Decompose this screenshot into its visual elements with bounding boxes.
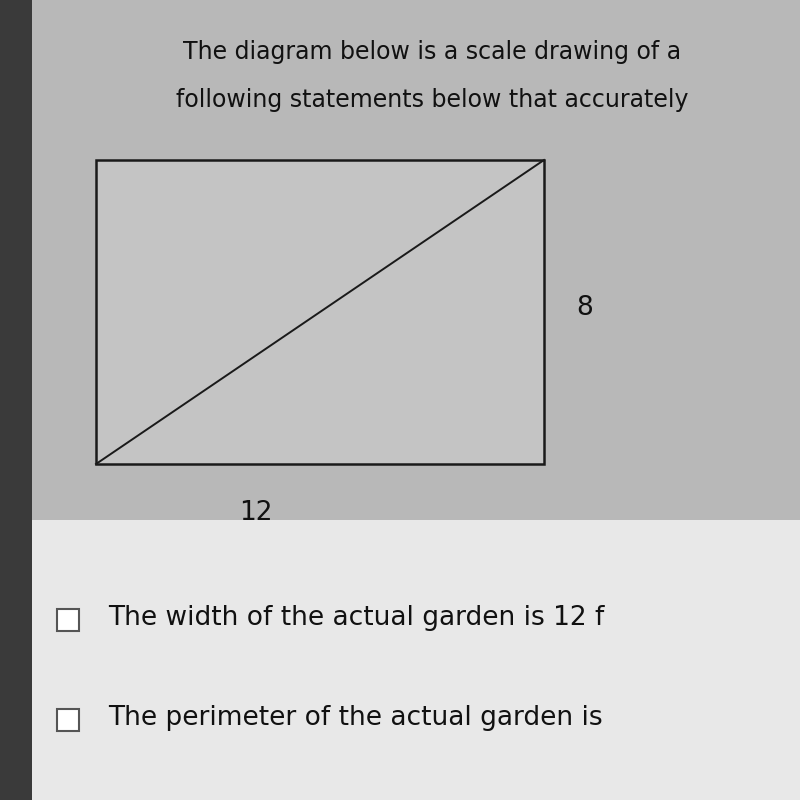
- Bar: [57, 709, 79, 731]
- Text: The width of the actual garden is 12 f: The width of the actual garden is 12 f: [108, 605, 604, 630]
- FancyBboxPatch shape: [0, 0, 800, 520]
- Bar: [96, 160, 544, 464]
- Text: 8: 8: [576, 295, 593, 321]
- Text: The perimeter of the actual garden is: The perimeter of the actual garden is: [108, 705, 602, 730]
- Bar: [57, 609, 79, 631]
- Text: following statements below that accurately: following statements below that accurate…: [176, 88, 688, 112]
- FancyBboxPatch shape: [0, 520, 800, 800]
- Text: The diagram below is a scale drawing of a: The diagram below is a scale drawing of …: [183, 40, 681, 64]
- FancyBboxPatch shape: [0, 0, 32, 800]
- Text: 12: 12: [239, 500, 273, 526]
